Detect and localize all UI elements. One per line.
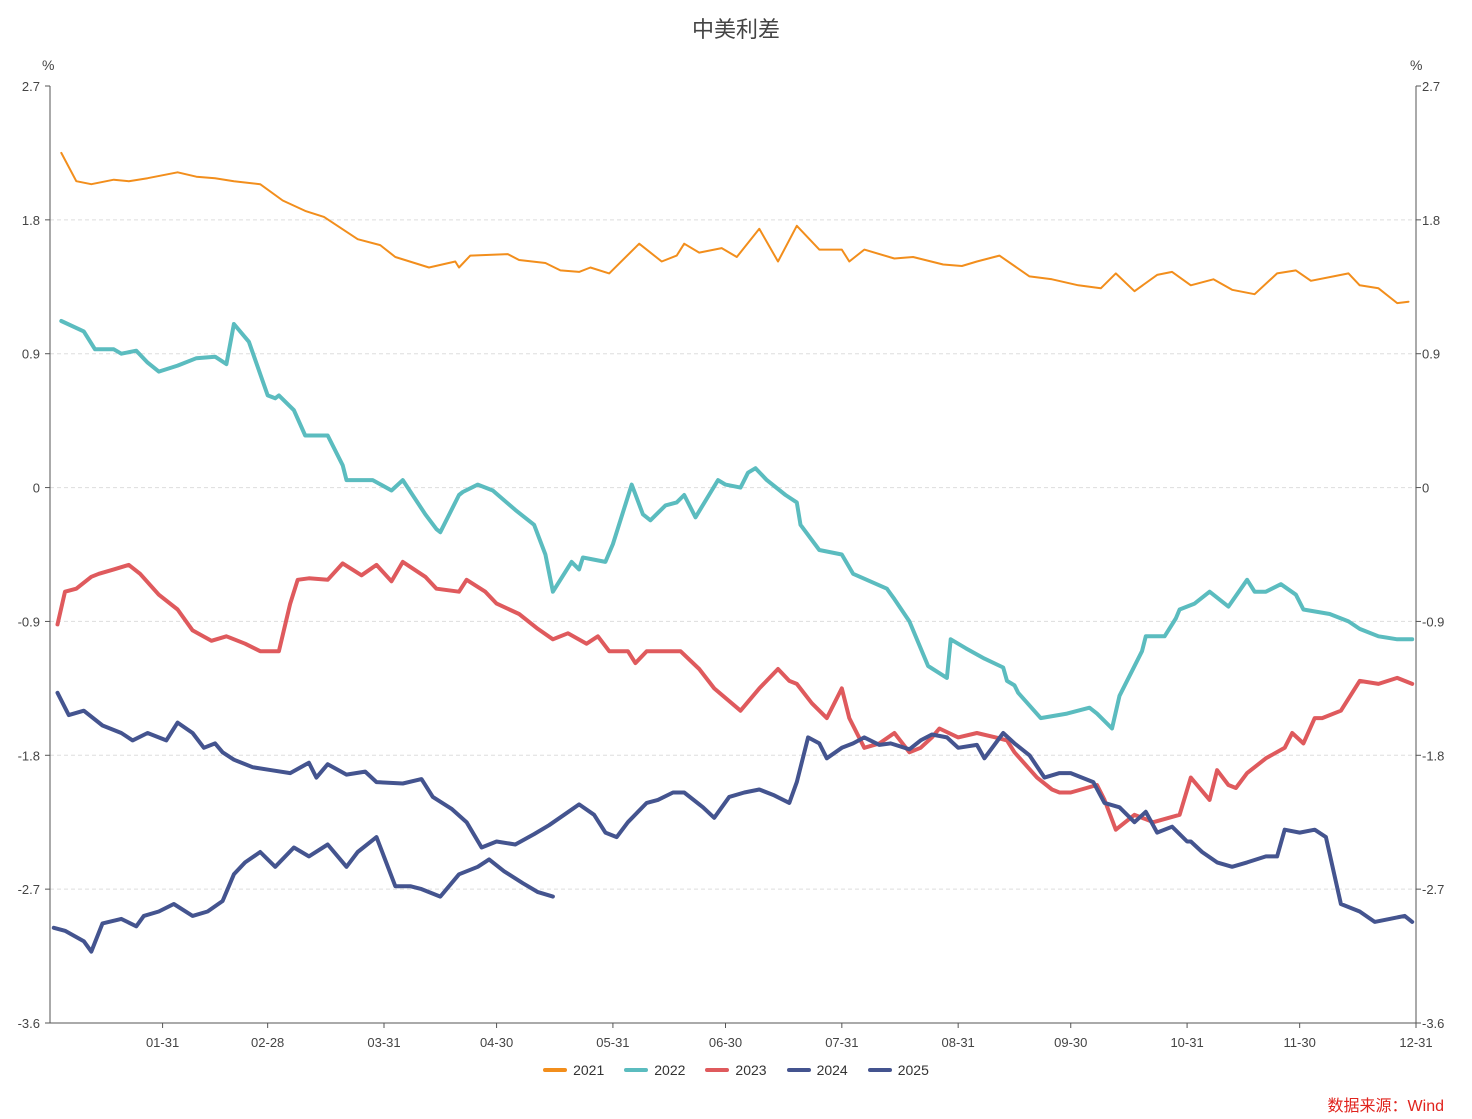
right-tick-label: 0: [1422, 481, 1429, 496]
x-tick-label: 09-30: [1054, 1035, 1087, 1050]
legend: 2021 2022 2023 2024 2025: [0, 1062, 1472, 1078]
x-tick-label: 01-31: [146, 1035, 179, 1050]
x-tick-label: 05-31: [596, 1035, 629, 1050]
legend-label: 2022: [654, 1062, 686, 1078]
left-tick-label: 1.8: [22, 213, 40, 228]
series-line-2023: [55, 559, 1415, 832]
x-tick-label: 02-28: [251, 1035, 284, 1050]
left-tick-label: -3.6: [18, 1016, 40, 1031]
right-tick-label: -1.8: [1422, 748, 1444, 763]
legend-item-2024[interactable]: 2024: [786, 1062, 848, 1078]
legend-item-2023[interactable]: 2023: [705, 1062, 767, 1078]
chart-title: 中美利差: [691, 17, 780, 42]
series-line-2022: [59, 319, 1415, 731]
x-tick-label: 04-30: [480, 1035, 513, 1050]
left-tick-label: 2.7: [22, 79, 40, 94]
legend-swatch: [867, 1068, 892, 1072]
legend-label: 2025: [897, 1062, 929, 1078]
right-tick-label: -2.7: [1422, 882, 1444, 897]
legend-swatch: [786, 1068, 811, 1072]
x-tick-label: 03-31: [367, 1035, 400, 1050]
left-tick-label: 0: [33, 481, 40, 496]
series-line-2021: [60, 151, 1410, 305]
legend-label: 2023: [735, 1062, 767, 1078]
legend-item-2022[interactable]: 2022: [624, 1062, 685, 1078]
left-axis-unit: %: [42, 57, 54, 73]
x-tick-label: 10-31: [1170, 1035, 1203, 1050]
right-tick-label: 1.8: [1422, 213, 1440, 228]
axes: 2.7 2.7 1.8 1.8 0.9 0.9 0 0 -0.9 -0.9 -1.8 -1.8 -2.7…: [18, 79, 1445, 1050]
x-tick-label: 11-30: [1284, 1035, 1316, 1050]
legend-item-2025[interactable]: 2025: [867, 1062, 929, 1078]
x-tick-label: 08-31: [942, 1035, 975, 1050]
left-tick-label: -0.9: [18, 614, 40, 629]
right-tick-label: 0.9: [1422, 347, 1440, 362]
legend-label: 2024: [816, 1062, 848, 1078]
series-line-2024: [55, 690, 1415, 924]
x-tick-label: 06-30: [709, 1035, 742, 1050]
grid-lines: [50, 219, 1416, 890]
left-tick-label: -2.7: [18, 882, 40, 897]
legend-label: 2021: [573, 1062, 605, 1078]
right-axis-unit: %: [1410, 57, 1422, 73]
left-tick-label: -1.8: [18, 748, 40, 763]
right-tick-label: 2.7: [1422, 79, 1440, 94]
legend-swatch: [705, 1068, 730, 1072]
right-tick-label: -3.6: [1422, 1016, 1444, 1031]
legend-swatch: [543, 1068, 568, 1072]
series-lines: [51, 151, 1415, 954]
right-tick-label: -0.9: [1422, 614, 1444, 629]
left-tick-label: 0.9: [22, 347, 40, 362]
source-note: 数据来源：Wind: [1327, 1098, 1444, 1115]
x-tick-label: 07-31: [825, 1035, 858, 1050]
series-line-2025: [51, 835, 555, 954]
legend-swatch: [624, 1068, 649, 1072]
legend-item-2021[interactable]: 2021: [543, 1062, 604, 1078]
x-tick-label: 12-31: [1399, 1035, 1432, 1050]
